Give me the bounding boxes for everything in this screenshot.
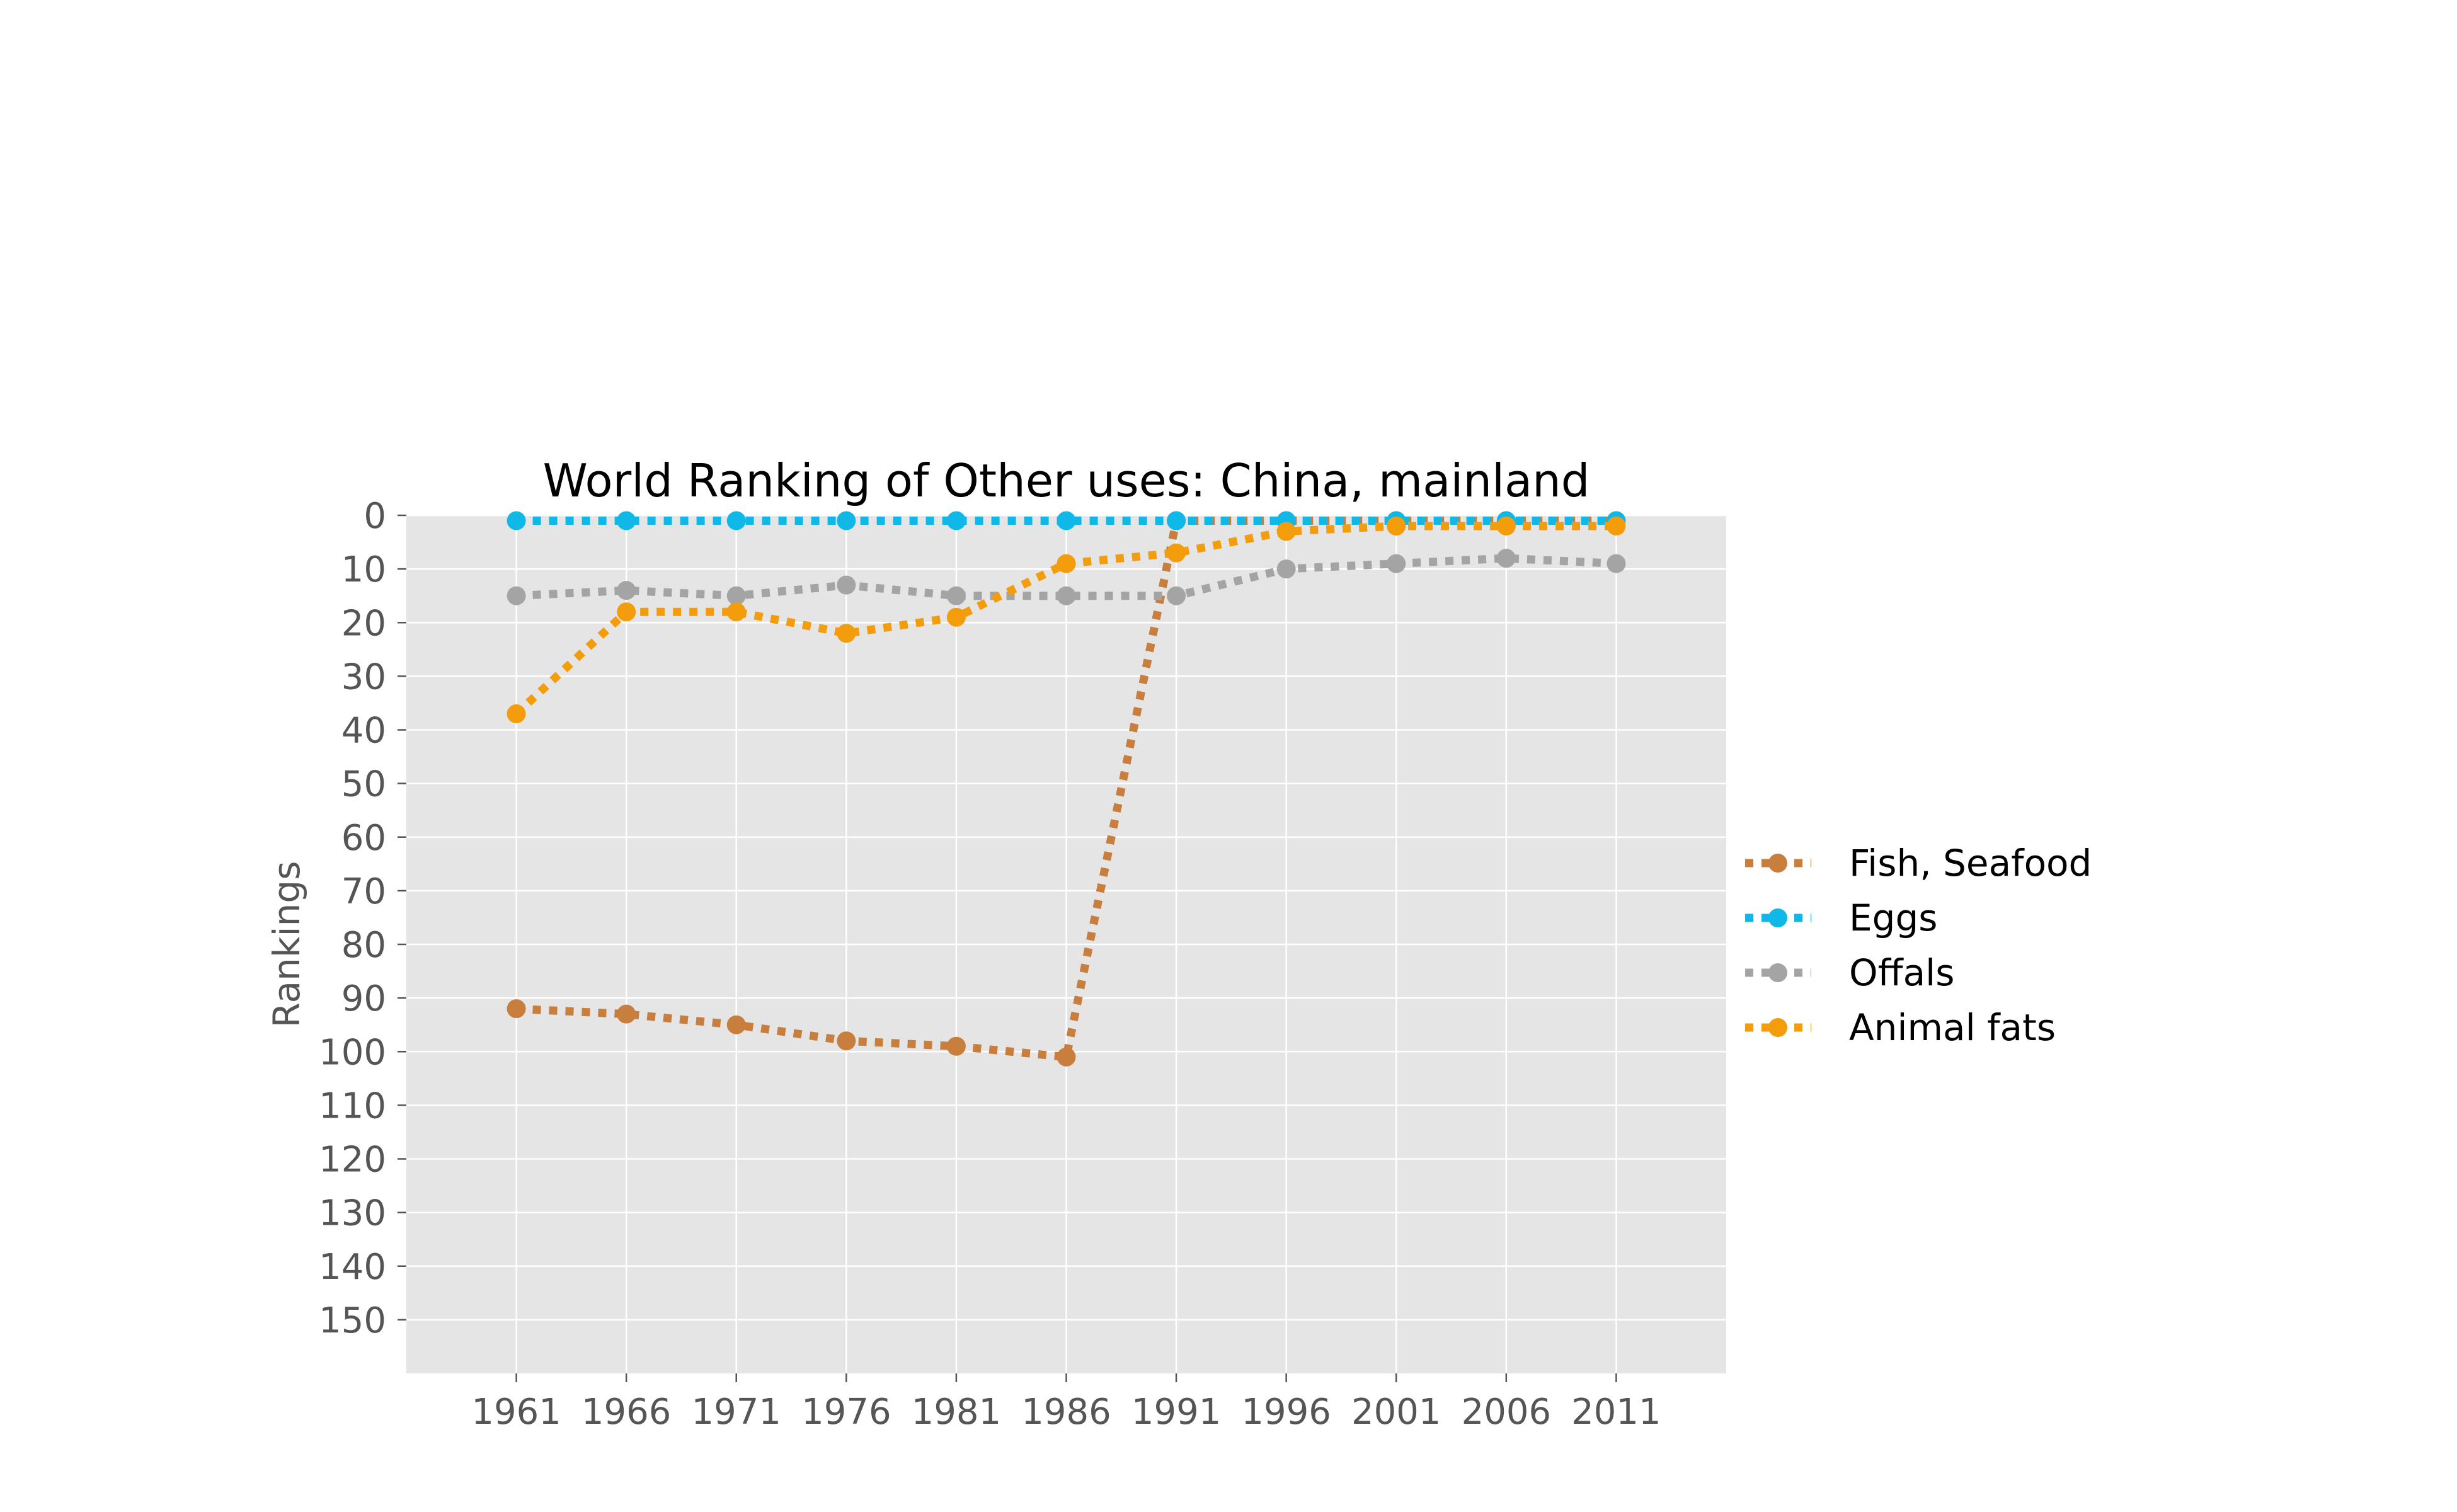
x-tick-label: 2006 — [1462, 1392, 1552, 1433]
data-point — [507, 999, 526, 1019]
data-point — [1387, 554, 1406, 573]
legend-swatch-marker — [1768, 1018, 1787, 1037]
legend-item: Animal fats — [1745, 1006, 2056, 1049]
series-offals — [507, 549, 1626, 605]
y-tick-label: 10 — [341, 549, 386, 590]
data-point — [726, 1015, 746, 1034]
x-tick-label: 1996 — [1241, 1392, 1331, 1433]
y-axis-label: Rankings — [265, 861, 308, 1028]
y-tick-label: 80 — [341, 925, 386, 966]
legend-swatch-marker — [1768, 854, 1787, 873]
legend-swatch-marker — [1768, 963, 1787, 982]
x-tick-label: 1961 — [471, 1392, 561, 1433]
x-tick-label: 1986 — [1021, 1392, 1111, 1433]
data-point — [1276, 559, 1296, 579]
series-lines — [507, 511, 1626, 1067]
y-tick-label: 100 — [319, 1032, 386, 1073]
data-point — [1496, 517, 1516, 536]
y-tick-label: 90 — [341, 978, 386, 1019]
data-point — [1057, 511, 1076, 530]
data-point — [837, 575, 856, 595]
data-point — [507, 704, 526, 723]
x-tick-label: 1991 — [1131, 1392, 1222, 1433]
data-point — [617, 511, 636, 530]
y-tick-label: 150 — [319, 1300, 386, 1341]
data-point — [1496, 549, 1516, 568]
data-point — [837, 624, 856, 643]
data-point — [617, 1004, 636, 1024]
y-tick-label: 140 — [319, 1247, 386, 1288]
legend-label: Eggs — [1849, 896, 1938, 939]
data-point — [1387, 517, 1406, 536]
data-point — [726, 602, 746, 622]
data-point — [617, 602, 636, 622]
data-point — [1057, 554, 1076, 573]
data-point — [726, 511, 746, 530]
legend: Fish, Seafood Eggs Offals Animal fats — [1745, 842, 2092, 1049]
data-point — [617, 581, 636, 600]
legend-label: Animal fats — [1849, 1006, 2056, 1049]
y-tick-label: 130 — [319, 1193, 386, 1234]
y-tick-label: 50 — [341, 764, 386, 805]
legend-item: Offals — [1745, 951, 1955, 994]
data-point — [1276, 522, 1296, 541]
data-point — [946, 511, 966, 530]
gridlines — [406, 514, 1726, 1373]
legend-swatch-marker — [1768, 908, 1787, 927]
y-tick-label: 30 — [341, 656, 386, 697]
data-point — [946, 1036, 966, 1056]
data-point — [946, 586, 966, 605]
data-point — [1606, 554, 1626, 573]
y-tick-label: 20 — [341, 603, 386, 644]
data-point — [1057, 586, 1076, 605]
x-tick-label: 1981 — [912, 1392, 1002, 1433]
series-line — [516, 517, 1617, 1062]
y-tick-label: 70 — [341, 871, 386, 912]
series-line — [516, 554, 1617, 600]
data-point — [1167, 543, 1186, 563]
y-tick-label: 120 — [319, 1140, 386, 1181]
data-point — [507, 511, 526, 530]
y-tick-label: 60 — [341, 818, 386, 859]
data-point — [1057, 1047, 1076, 1067]
x-axis-ticks: 1961 1966 1971 1976 1981 1986 1991 1996 2001 2006… — [471, 1373, 1661, 1433]
legend-label: Fish, Seafood — [1849, 842, 2092, 885]
legend-label: Offals — [1849, 951, 1955, 994]
legend-item: Fish, Seafood — [1745, 842, 2092, 885]
data-point — [946, 607, 966, 627]
data-point — [507, 586, 526, 605]
x-tick-label: 1966 — [581, 1392, 672, 1433]
y-tick-label: 40 — [341, 711, 386, 752]
x-tick-label: 2001 — [1351, 1392, 1441, 1433]
series-animal-fats — [507, 517, 1626, 723]
y-tick-label: 110 — [319, 1085, 386, 1126]
y-tick-label: 0 — [364, 496, 386, 537]
data-point — [1167, 586, 1186, 605]
x-tick-label: 2011 — [1571, 1392, 1661, 1433]
data-point — [837, 1031, 856, 1051]
x-tick-label: 1971 — [691, 1392, 781, 1433]
y-axis-ticks: 0 10 20 30 40 50 60 70 80 90 100 110 120 130 140 150 — [319, 496, 406, 1341]
chart-title: World Ranking of Other uses: China, main… — [543, 454, 1590, 507]
x-tick-label: 1976 — [801, 1392, 891, 1433]
legend-item: Eggs — [1745, 896, 1938, 939]
data-point — [837, 511, 856, 530]
data-point — [1167, 511, 1186, 530]
data-point — [726, 586, 746, 605]
data-point — [1606, 517, 1626, 536]
